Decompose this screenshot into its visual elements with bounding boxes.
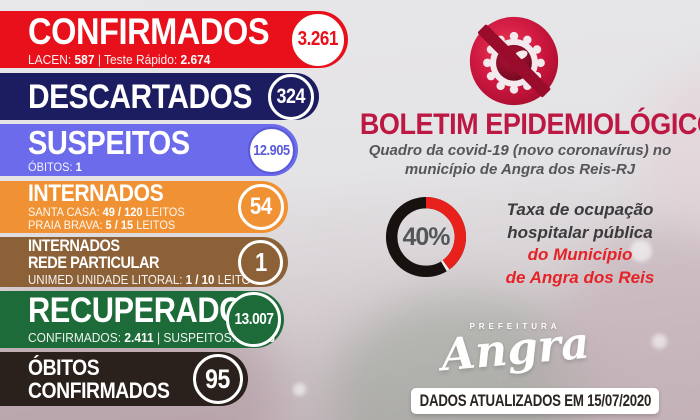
stat-title: INTERNADOS — [28, 179, 164, 207]
background-bokeh-dot — [293, 383, 306, 396]
stat-bar-recuperados: RECUPERADOS CONFIRMADOS: 2.411 | SUSPEIT… — [0, 291, 284, 348]
stat-subtext: SANTA CASA: 49 / 120 LEITOS — [28, 204, 185, 219]
stat-bar-internados: INTERNADOS SANTA CASA: 49 / 120 LEITOS P… — [0, 181, 288, 233]
background-bokeh-dot — [652, 334, 667, 349]
stat-bar-confirmados: CONFIRMADOS LACEN: 587 | Teste Rápido: 2… — [0, 11, 348, 68]
stat-bar-descartados: DESCARTADOS 324 — [0, 73, 319, 120]
prefeitura-angra-logo: PREFEITURA Angra — [415, 318, 615, 382]
stat-title: INTERNADOS — [28, 236, 120, 255]
stat-badge: 13.007 — [226, 292, 281, 347]
stat-badge: 1 — [238, 239, 283, 285]
stat-title: RECUPERADOS — [28, 291, 263, 330]
bulletin-subtitle: Quadro da covid-19 (novo coronavírus) no… — [368, 142, 672, 178]
stat-subtext: PRAIA BRAVA: 5 / 15 LEITOS — [28, 218, 176, 232]
stat-badge: 324 — [268, 73, 314, 120]
stat-title: CONFIRMADOS — [28, 378, 170, 403]
stat-badge: 95 — [193, 354, 243, 404]
stat-title: ÓBITOS — [28, 355, 100, 380]
stat-title: CONFIRMADOS — [28, 11, 270, 52]
background-bokeh-dot — [630, 240, 652, 262]
occupancy-percent-label: 40% — [402, 222, 450, 251]
stat-subtext: ÓBITOS: 1 — [28, 160, 82, 174]
footer-update-banner: DADOS ATUALIZADOS EM 15/07/2020 — [411, 388, 659, 414]
stat-subtext: LACEN: 587 | Teste Rápido: 2.674 — [28, 52, 211, 67]
stat-title: REDE PARTICULAR — [28, 253, 160, 272]
stat-bar-suspeitos: SUSPEITOS ÓBITOS: 1 12.905 — [0, 124, 298, 176]
stat-title: SUSPEITOS — [28, 124, 190, 161]
logo-prefeitura-text: PREFEITURA — [469, 322, 561, 331]
virus-prohibited-icon — [468, 15, 560, 107]
footer-update-text: DADOS ATUALIZADOS EM 15/07/2020 — [419, 391, 651, 410]
occupancy-donut-chart: 40% — [382, 193, 470, 281]
occupancy-caption: Taxa de ocupação hospitalar pública do M… — [505, 200, 655, 287]
stat-badge: 12.905 — [248, 126, 295, 174]
stat-badge: 54 — [238, 184, 284, 230]
stat-title: DESCARTADOS — [28, 77, 253, 116]
stat-badge: 3.261 — [292, 13, 344, 66]
stat-bar-internados-rede-particular: INTERNADOS REDE PARTICULAR UNIMED UNIDAD… — [0, 237, 288, 287]
stat-bar-obitos-confirmados: ÓBITOS CONFIRMADOS 95 — [0, 352, 248, 406]
stat-subtext: CONFIRMADOS: 2.411 | SUSPEITOS: 10.596 — [28, 330, 275, 345]
logo-angra-script: Angra — [438, 317, 592, 382]
bulletin-title: BOLETIM EPIDEMIOLÓGICO — [359, 108, 700, 141]
